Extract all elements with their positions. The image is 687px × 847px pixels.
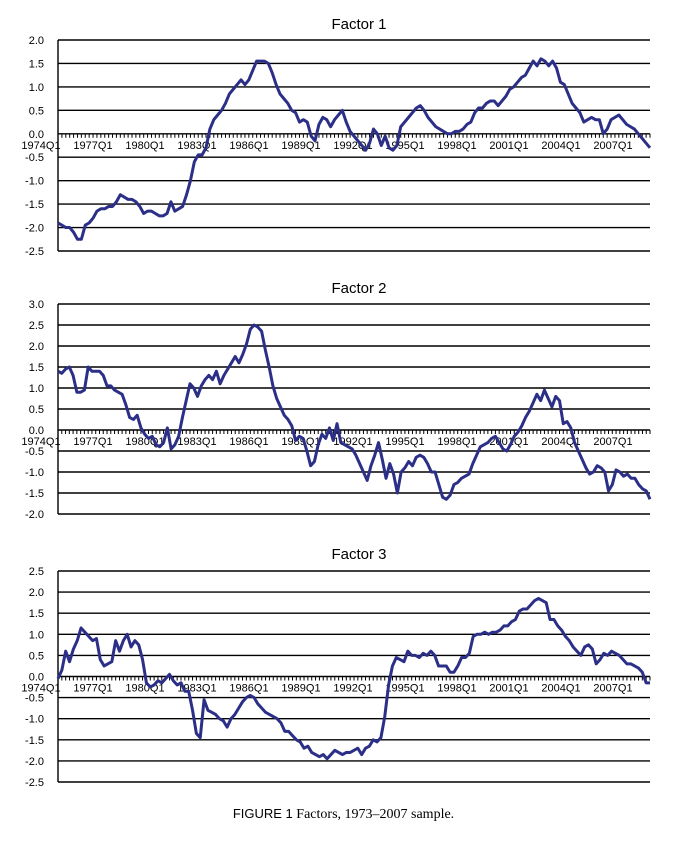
- x-tick-label: 1989Q1: [281, 683, 320, 695]
- y-tick-label: 2.5: [29, 320, 44, 332]
- y-tick-label: -1.0: [25, 176, 44, 188]
- y-tick-label: -0.5: [25, 693, 44, 705]
- y-tick-label: 1.5: [29, 608, 44, 620]
- y-tick-label: -1.0: [25, 467, 44, 479]
- y-tick-label: -1.5: [25, 199, 44, 211]
- y-tick-label: 0.0: [29, 672, 44, 684]
- x-tick-label: 1986Q1: [229, 436, 268, 448]
- y-tick-label: 3.0: [29, 299, 44, 311]
- x-tick-label: 2004Q1: [541, 140, 580, 152]
- y-tick-label: 2.0: [29, 587, 44, 599]
- y-tick-label: 0.5: [29, 404, 44, 416]
- series-line: [57, 57, 652, 241]
- y-tick-label: 0.0: [29, 425, 44, 437]
- x-tick-label: 1977Q1: [73, 140, 112, 152]
- x-tick-label: 1974Q1: [21, 140, 60, 152]
- x-tick-label: 2007Q1: [593, 683, 632, 695]
- y-tick-label: -1.5: [25, 735, 44, 747]
- x-tick-label: 1977Q1: [73, 683, 112, 695]
- x-tick-label: 2007Q1: [593, 140, 632, 152]
- y-tick-label: -2.5: [25, 246, 44, 258]
- factors-figure: Factor 1 2.0 1.5 1.0 0.5 0.0 -0.5 -1.0 -1.5 -2.0 -…: [21, 16, 652, 789]
- x-tick-label: 1998Q1: [437, 436, 476, 448]
- figure-caption: FIGURE 1 Factors, 1973–2007 sample.: [0, 806, 687, 823]
- y-tick-label: -2.0: [25, 756, 44, 768]
- x-tick-label: 1980Q1: [125, 140, 164, 152]
- y-tick-label: 2.0: [29, 35, 44, 47]
- chart-title: Factor 3: [331, 546, 386, 563]
- x-tick-label: 1995Q1: [385, 436, 424, 448]
- caption-text: Factors, 1973–2007 sample.: [296, 807, 455, 822]
- x-tick-label: 2004Q1: [541, 436, 580, 448]
- x-tick-label: 2007Q1: [593, 436, 632, 448]
- y-tick-label: -0.5: [25, 152, 44, 164]
- y-tick-label: 1.0: [29, 82, 44, 94]
- x-tick-label: 2001Q1: [489, 683, 528, 695]
- y-tick-label: 2.5: [29, 566, 44, 578]
- y-tick-label: -2.0: [25, 509, 44, 521]
- y-tick-label: -0.5: [25, 446, 44, 458]
- caption-label: FIGURE 1: [232, 806, 293, 821]
- x-tick-label: 1980Q1: [125, 683, 164, 695]
- x-tick-label: 1983Q1: [177, 436, 216, 448]
- x-tick-label: 1992Q1: [333, 683, 372, 695]
- y-tick-label: 1.0: [29, 629, 44, 641]
- y-tick-label: -1.0: [25, 714, 44, 726]
- y-tick-label: -2.5: [25, 777, 44, 789]
- y-tick-label: 2.0: [29, 341, 44, 353]
- y-tick-label: -2.0: [25, 223, 44, 235]
- x-tick-label: 2004Q1: [541, 683, 580, 695]
- x-tick-label: 1989Q1: [281, 140, 320, 152]
- x-tick-label: 1998Q1: [437, 683, 476, 695]
- x-tick-label: 1995Q1: [385, 683, 424, 695]
- y-tick-label: 0.5: [29, 105, 44, 117]
- y-tick-label: 1.0: [29, 383, 44, 395]
- x-tick-label: 1974Q1: [21, 683, 60, 695]
- chart-title: Factor 1: [331, 16, 386, 33]
- x-tick-label: 1983Q1: [177, 140, 216, 152]
- y-tick-label: 0.0: [29, 129, 44, 141]
- x-tick-label: 1989Q1: [281, 436, 320, 448]
- y-tick-label: 0.5: [29, 650, 44, 662]
- x-tick-label: 1974Q1: [21, 436, 60, 448]
- x-tick-label: 1986Q1: [229, 140, 268, 152]
- chart-title: Factor 2: [331, 280, 386, 297]
- y-tick-label: 1.5: [29, 58, 44, 70]
- x-tick-label: 1977Q1: [73, 436, 112, 448]
- y-tick-label: 1.5: [29, 362, 44, 374]
- series-line: [57, 323, 652, 501]
- x-tick-label: 2001Q1: [489, 140, 528, 152]
- x-tick-label: 1986Q1: [229, 683, 268, 695]
- x-tick-label: 1998Q1: [437, 140, 476, 152]
- series-line: [56, 596, 650, 761]
- y-tick-label: -1.5: [25, 488, 44, 500]
